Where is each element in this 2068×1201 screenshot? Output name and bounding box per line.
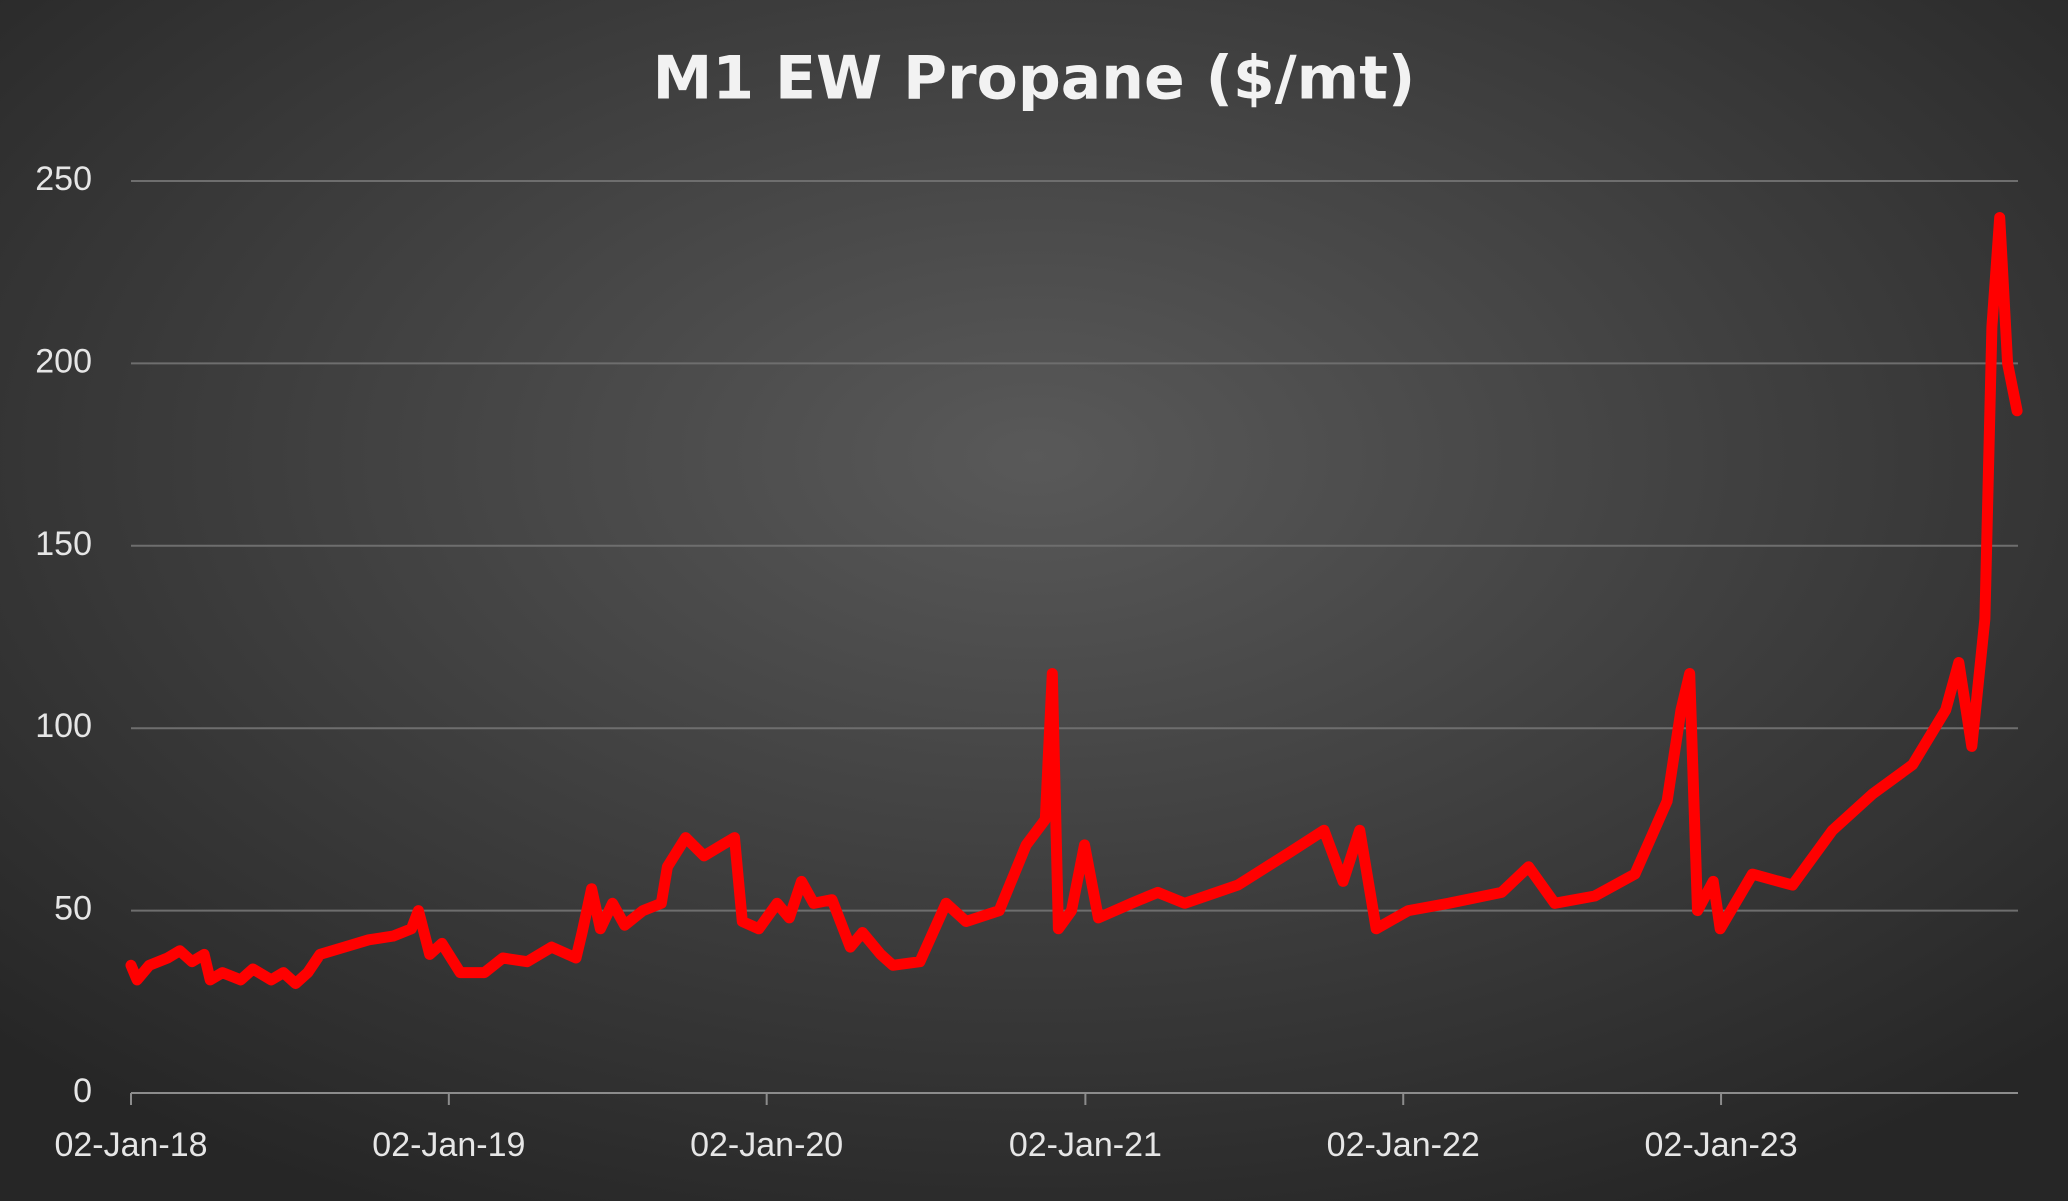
y-tick-label: 250 bbox=[35, 160, 92, 198]
y-tick-label: 0 bbox=[73, 1072, 92, 1110]
x-tick-label: 02-Jan-21 bbox=[1009, 1126, 1162, 1164]
y-tick-label: 150 bbox=[35, 525, 92, 563]
x-tick-label: 02-Jan-22 bbox=[1327, 1126, 1480, 1164]
y-tick-label: 50 bbox=[54, 890, 92, 928]
x-tick-label: 02-Jan-19 bbox=[372, 1126, 525, 1164]
y-tick-label: 200 bbox=[35, 342, 92, 380]
x-tick-label: 02-Jan-18 bbox=[54, 1126, 207, 1164]
line-series bbox=[125, 212, 2023, 990]
y-tick-label: 100 bbox=[35, 707, 92, 745]
x-tick-label: 02-Jan-20 bbox=[690, 1126, 843, 1164]
chart-title: M1 EW Propane ($/mt) bbox=[653, 44, 1416, 114]
x-tick-label: 02-Jan-23 bbox=[1645, 1126, 1798, 1164]
